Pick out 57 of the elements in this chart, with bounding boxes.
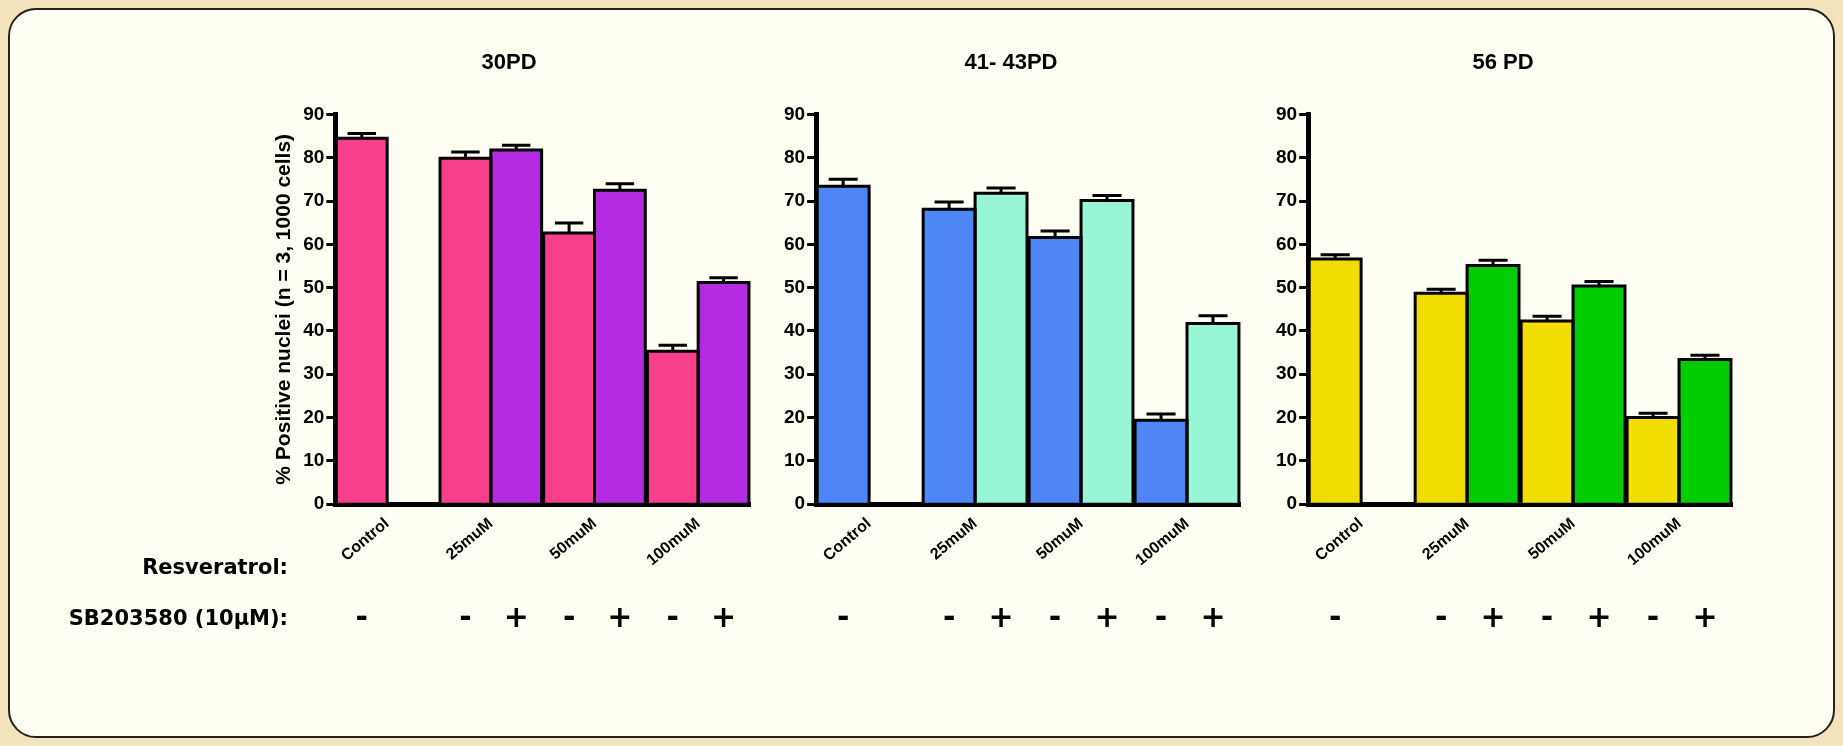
text: Resveratrol: [142,554,288,579]
y-tick-label: 80 [783,145,806,167]
y-tick-label: 90 [1275,102,1298,124]
chart-title: 41- 43PD [964,49,1058,75]
text: - [942,598,956,634]
y-tick-label: 50 [303,275,325,297]
y-tick-label: 20 [303,405,325,427]
y-tick-label: 70 [783,189,806,211]
text: - [1434,598,1448,634]
y-axis-title: % Positive nuclei (n = 3, 1000 cells) [271,133,295,485]
y-tick-label: 0 [313,492,325,514]
text: + [1586,598,1612,634]
y-tick-label: 70 [303,189,325,211]
y-tick-label: 10 [303,449,325,471]
text: + [607,598,633,634]
text: + [988,598,1014,634]
y-tick-label: 20 [1275,405,1298,427]
chart-title: 30PD [481,49,537,75]
y-tick-label: 90 [783,102,806,124]
y-tick-label: 80 [1275,145,1298,167]
y-tick-label: 80 [303,145,325,167]
y-tick-label: 60 [1275,232,1298,254]
text: - [355,598,368,634]
text: - [1646,598,1660,634]
y-tick-label: 70 [1275,189,1298,211]
text: - [836,598,850,634]
text: + [710,598,737,634]
text: - [1540,598,1554,634]
text: + [1692,598,1718,634]
text: + [1094,598,1120,634]
text: SB203580 (10μM): [68,605,288,630]
chart-title: 56 PD [1472,49,1534,75]
y-tick-label: 20 [783,405,806,427]
y-tick-label: 40 [783,319,806,341]
text: + [1200,598,1226,634]
y-tick-label: 40 [1275,319,1298,341]
text: + [1480,598,1506,634]
y-tick-label: 50 [1275,275,1298,297]
y-tick-label: 90 [303,102,325,124]
y-tick-label: 50 [783,275,806,297]
text: - [666,598,679,634]
text: - [1328,598,1342,634]
y-tick-label: 30 [1275,362,1298,384]
text: - [562,598,576,634]
y-tick-label: 30 [303,362,325,384]
text: - [1048,598,1062,634]
text: - [459,598,472,634]
y-tick-label: 60 [783,232,806,254]
y-tick-label: 0 [794,492,806,514]
y-tick-label: 60 [303,232,325,254]
y-tick-label: 10 [1275,449,1298,471]
text: - [1154,598,1168,634]
y-tick-label: 40 [303,319,325,341]
y-tick-label: 30 [783,362,806,384]
y-tick-label: 0 [1286,492,1298,514]
text: + [503,598,529,634]
y-tick-label: 10 [783,449,806,471]
